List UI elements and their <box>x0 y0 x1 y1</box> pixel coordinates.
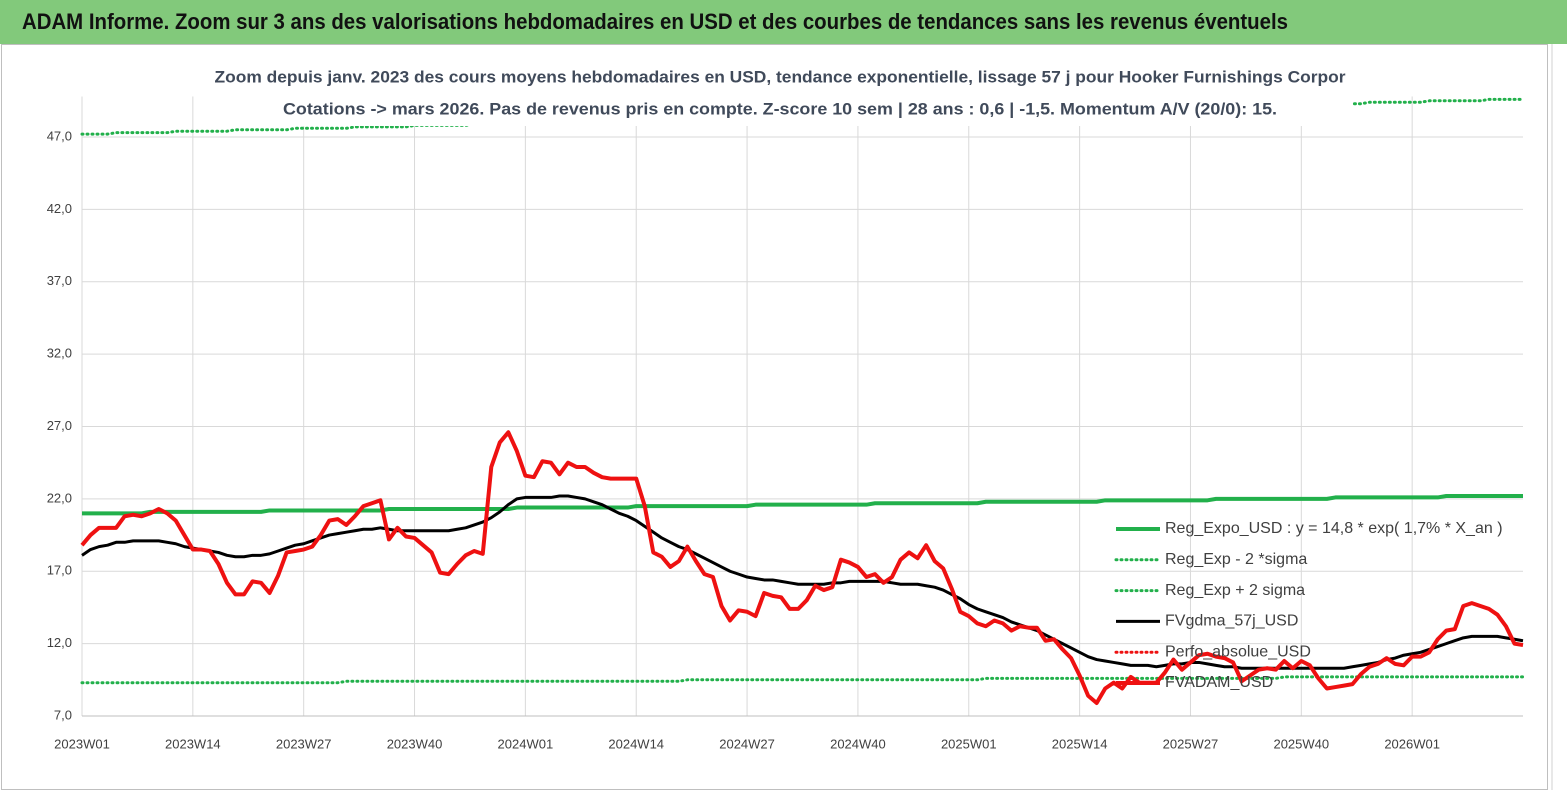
chart-frame <box>1 44 1548 790</box>
series-line <box>80 430 1524 705</box>
x-tick-label: 2024W27 <box>719 736 775 751</box>
legend: Reg_Expo_USD : y = 14,8 * exp( 1,7% * X_… <box>1114 520 1503 691</box>
x-tick-label: 2023W01 <box>54 736 110 751</box>
x-tick-label: 2024W01 <box>498 736 554 751</box>
header-title: ADAM Informe. Zoom sur 3 ans des valoris… <box>22 9 1288 34</box>
x-tick-label: 2025W14 <box>1052 736 1108 751</box>
chart-subtitle: Cotations -> mars 2026. Pas de revenus p… <box>283 99 1277 118</box>
plot-area: 7,0 12,0 17,0 22,0 27,0 32,0 37,0 42,0 47,0 2023W… <box>47 96 1525 751</box>
x-tick-label: 2023W27 <box>276 736 332 751</box>
x-tick-label: 2026W01 <box>1384 736 1440 751</box>
title-box <box>210 62 1352 126</box>
x-tick-label: 2025W01 <box>941 736 997 751</box>
series-line <box>80 675 1525 685</box>
y-tick-label: 7,0 <box>54 707 72 722</box>
chart-title: Zoom depuis janv. 2023 des cours moyens … <box>215 67 1346 86</box>
y-tick-label: 17,0 <box>47 563 72 578</box>
x-tick-label: 2025W40 <box>1273 736 1329 751</box>
legend-label: Reg_Exp + 2 sigma <box>1165 582 1305 599</box>
legend-label: Reg_Exp - 2 *sigma <box>1165 551 1307 568</box>
legend-label: FVgdma_57j_USD <box>1165 613 1298 630</box>
legend-label: FVADAM_USD <box>1165 674 1273 691</box>
x-tick-label: 2023W40 <box>387 736 443 751</box>
series-line <box>82 493 1523 516</box>
y-tick-label: 37,0 <box>47 273 72 288</box>
y-tick-label: 22,0 <box>47 490 72 505</box>
y-tick-label: 32,0 <box>47 346 72 361</box>
x-tick-label: 2023W14 <box>165 736 221 751</box>
y-tick-label: 47,0 <box>47 128 72 143</box>
series-line <box>81 494 1524 670</box>
x-tick-label: 2025W27 <box>1163 736 1219 751</box>
x-tick-label: 2024W14 <box>608 736 664 751</box>
y-tick-label: 27,0 <box>47 418 72 433</box>
y-tick-label: 42,0 <box>47 201 72 216</box>
legend-label: Reg_Expo_USD : y = 14,8 * exp( 1,7% * X_… <box>1165 520 1503 537</box>
legend-label: Perfo_absolue_USD <box>1165 643 1311 660</box>
header-bar <box>0 0 1567 44</box>
x-tick-label: 2024W40 <box>830 736 886 751</box>
y-tick-label: 12,0 <box>47 635 72 650</box>
